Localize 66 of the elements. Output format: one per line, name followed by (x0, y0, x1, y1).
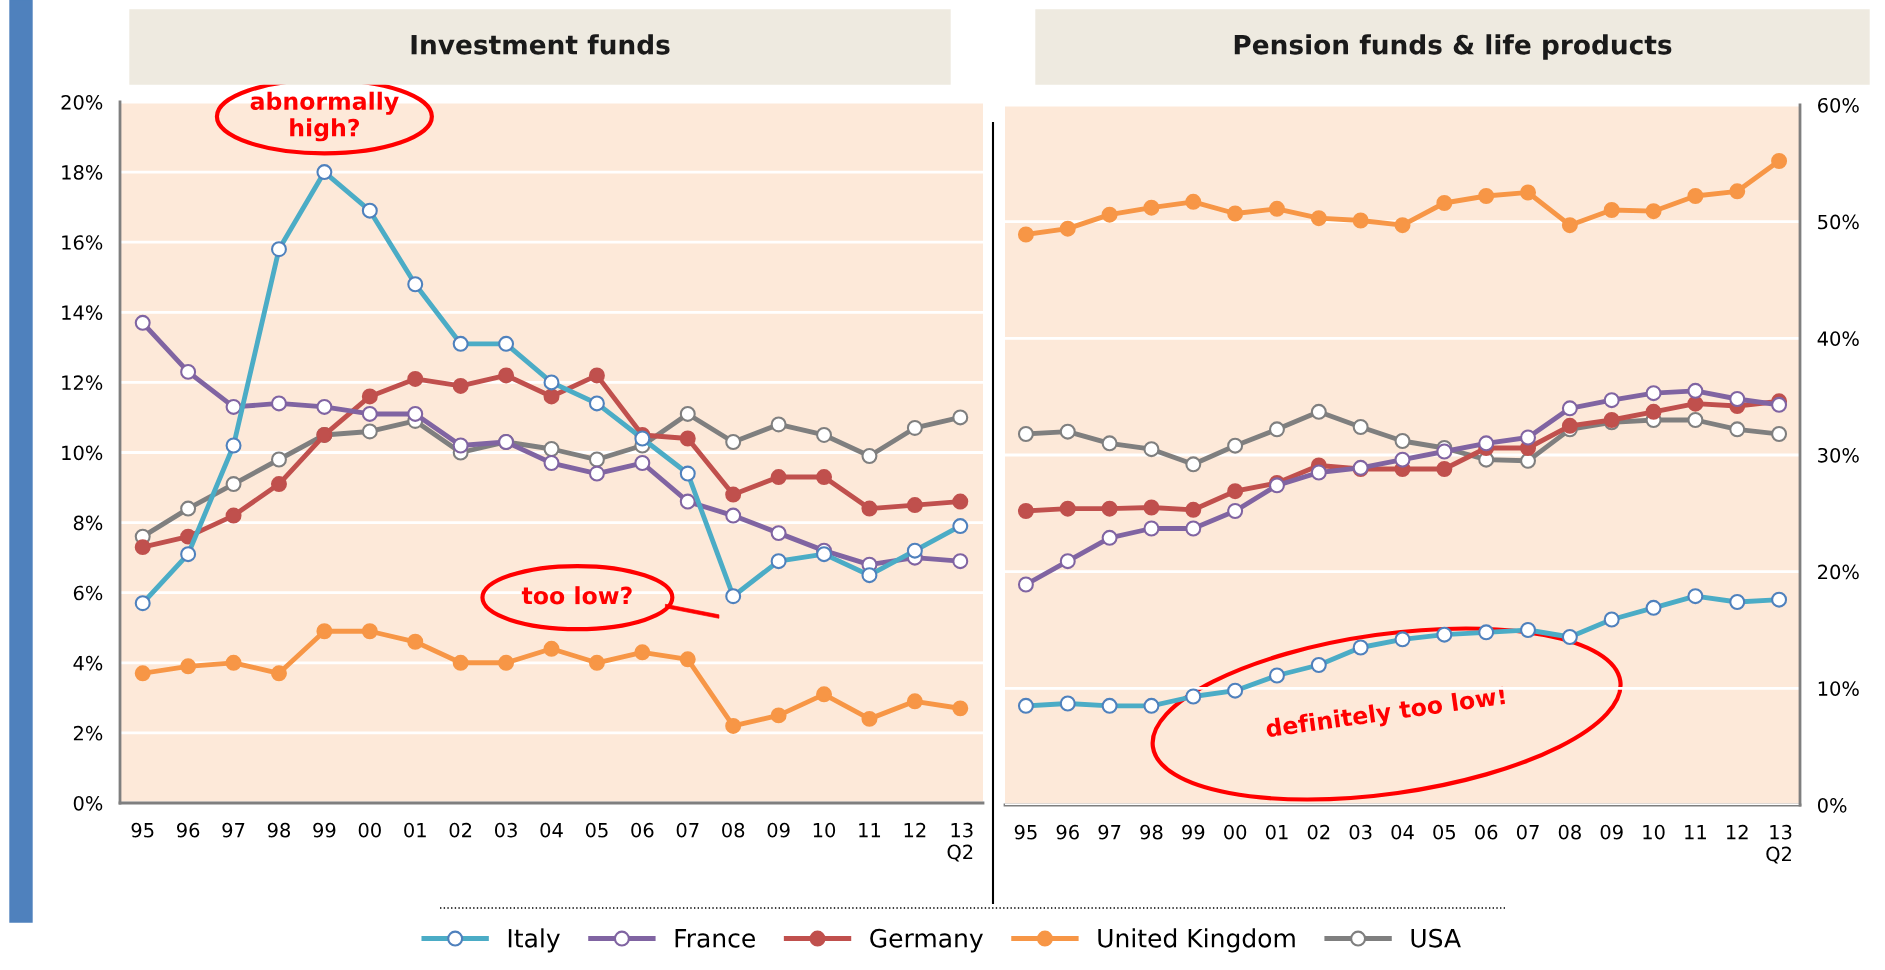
x-tick-label: 02 (1307, 824, 1330, 840)
y-tick-label: 10% (62, 445, 103, 461)
x-tick-label: 99 (313, 822, 336, 838)
x-tick-label: 00 (1224, 824, 1247, 840)
x-tick-label: 95 (1014, 824, 1037, 840)
x-tick-label: 03 (1349, 824, 1372, 840)
x-tick-label: 01 (404, 822, 426, 838)
y2-tick-label: 20% (1818, 564, 1859, 580)
x-tick-label: 00 (358, 822, 381, 838)
x-tick-label: 12 (904, 822, 926, 838)
x-tick-label: 04 (1391, 824, 1414, 840)
y-tick-label: 14% (62, 305, 103, 320)
x-tick-label: 10 (813, 822, 836, 838)
y-tick-label: 0% (73, 795, 103, 811)
annotation: definitely too low! (1265, 686, 1506, 743)
x-tick-label: 08 (1558, 824, 1581, 840)
x-tick-label: 02 (449, 822, 472, 838)
legend-label: USA (1411, 928, 1461, 948)
x-tick-label: 07 (1516, 824, 1539, 840)
y-tick-label: 16% (62, 235, 103, 250)
x-tick-label: 12 (1727, 824, 1748, 840)
y2-tick-label: 50% (1818, 214, 1859, 230)
x-tick-label: 96 (176, 822, 200, 838)
chart-title: Pension funds & life products (1234, 34, 1672, 60)
y2-tick-label: 0% (1817, 797, 1847, 813)
x-tick-label: 13 Q2 (1766, 824, 1792, 864)
x-tick-label: 05 (585, 822, 608, 838)
x-tick-label: 95 (131, 822, 154, 838)
x-tick-label: 05 (1433, 824, 1456, 840)
x-tick-label: 06 (1475, 824, 1498, 840)
x-tick-label: 98 (267, 822, 291, 838)
x-tick-label: 03 (494, 822, 517, 838)
x-tick-label: 11 (859, 823, 881, 838)
x-tick-label: 09 (1600, 824, 1623, 840)
x-tick-label: 04 (540, 822, 563, 838)
legend-label: Germany (870, 928, 983, 953)
annotation: too low? (521, 586, 632, 605)
x-tick-label: 98 (1140, 824, 1163, 840)
chart-title: Investment funds (411, 34, 670, 55)
y2-tick-label: 10% (1818, 681, 1859, 696)
legend-label: Italy (508, 928, 560, 953)
x-tick-label: 96 (1056, 824, 1079, 840)
y2-tick-label: 40% (1817, 331, 1859, 346)
y-tick-label: 4% (73, 655, 103, 671)
x-tick-label: 09 (767, 822, 790, 838)
legend-label: France (675, 929, 755, 948)
x-tick-label: 07 (676, 822, 699, 838)
x-tick-label: 01 (1265, 824, 1288, 840)
y-tick-label: 12% (62, 375, 103, 391)
x-tick-label: 97 (222, 822, 245, 838)
y2-tick-label: 60% (1818, 97, 1859, 113)
y-tick-label: 6% (73, 585, 103, 601)
y-tick-label: 20% (61, 94, 103, 110)
y-tick-label: 8% (73, 515, 103, 531)
x-tick-label: 13 Q2 (947, 822, 973, 862)
x-tick-label: 06 (631, 822, 654, 838)
legend-label: United Kingdom (1098, 928, 1295, 953)
x-tick-label: 08 (722, 822, 745, 838)
x-tick-label: 10 (1643, 824, 1665, 840)
y2-tick-label: 30% (1818, 447, 1859, 463)
x-tick-label: 99 (1182, 824, 1205, 840)
x-tick-label: 11 (1685, 825, 1706, 840)
y-tick-label: 2% (73, 725, 103, 741)
annotation: abnormally high? (250, 91, 399, 142)
x-tick-label: 97 (1098, 824, 1121, 840)
y-tick-label: 18% (62, 165, 103, 180)
